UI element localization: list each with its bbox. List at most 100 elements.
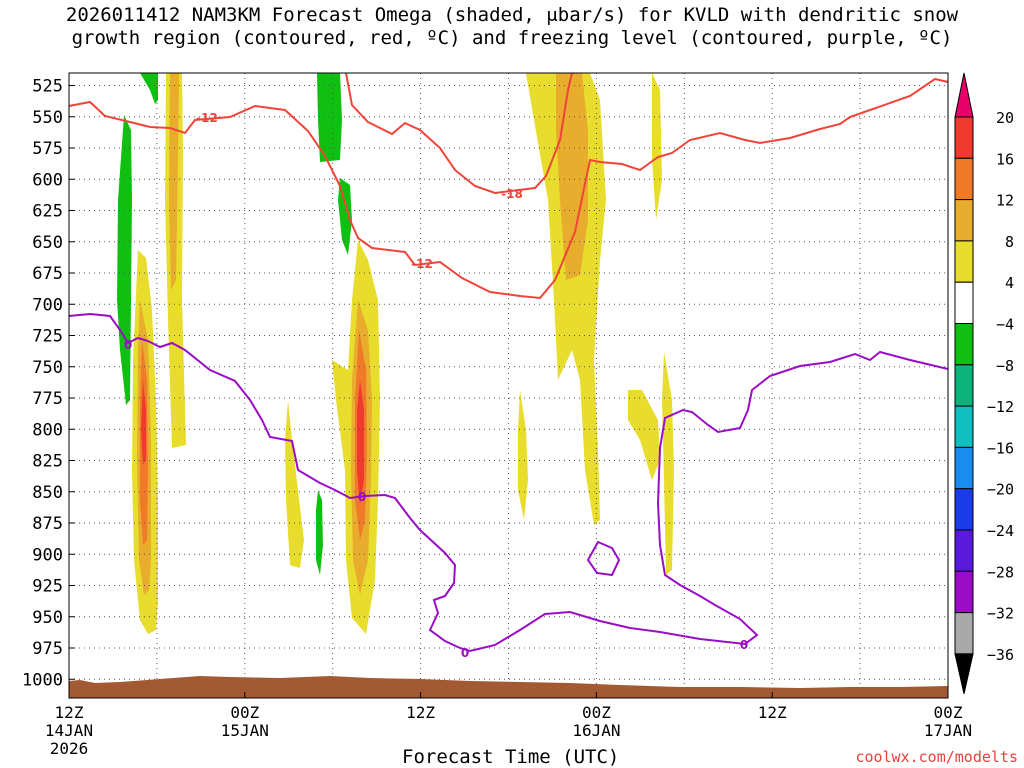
colorbar-label: −24 xyxy=(987,522,1014,540)
y-tick-label: 625 xyxy=(32,202,63,222)
colorbar-label: 8 xyxy=(1005,233,1014,251)
y-tick-label: 800 xyxy=(32,420,63,440)
y-tick-label: 650 xyxy=(32,233,63,253)
y-tick-label: 975 xyxy=(32,639,63,659)
x-tick-label: 00Z xyxy=(230,703,259,722)
colorbar-swatch xyxy=(954,653,974,695)
x-tick-label: 00Z xyxy=(582,703,611,722)
omega-negative-region xyxy=(317,73,342,162)
contour-label-red: -18 xyxy=(501,187,523,201)
colorbar-swatch xyxy=(954,405,974,448)
omega-negative-region xyxy=(338,178,352,255)
contour-purple-0 xyxy=(68,312,949,653)
omega-positive-region xyxy=(357,380,364,505)
omega-negative-region xyxy=(140,73,158,104)
colorbar-label: −20 xyxy=(987,481,1014,499)
contour-label-purple: 0 xyxy=(740,638,748,652)
colorbar-label: −32 xyxy=(987,605,1014,623)
contour-label-red: -12 xyxy=(196,111,218,125)
contour-label-purple: 0 xyxy=(358,490,366,504)
x-tick-label: 12Z xyxy=(55,703,84,722)
y-tick-label: 850 xyxy=(32,483,63,503)
colorbar-swatch xyxy=(954,199,974,242)
y-tick-label: 825 xyxy=(32,452,63,472)
y-tick-label: 875 xyxy=(32,514,63,534)
colorbar-label: −4 xyxy=(996,316,1014,334)
omega-positive-region xyxy=(518,390,528,520)
y-tick-label: 900 xyxy=(32,545,63,565)
colorbar-swatch xyxy=(954,446,974,490)
colorbar-swatch xyxy=(954,157,974,201)
colorbar-swatch xyxy=(954,529,974,572)
colorbar-label: 16 xyxy=(996,150,1014,168)
x-tick-label: 12Z xyxy=(758,703,787,722)
omega-negative-region xyxy=(316,490,323,575)
x-tick-label: 12Z xyxy=(406,703,435,722)
contour-labels: -12 -18 -12 0 0 0 0 xyxy=(124,111,748,660)
omega-positive-region xyxy=(662,352,674,575)
omega-positive-region xyxy=(169,73,179,290)
colorbar-swatch xyxy=(954,240,974,283)
title-line-1: 2026011412 NAM3KM Forecast Omega (shaded… xyxy=(65,4,959,26)
y-tick-label: 775 xyxy=(32,389,63,409)
y-tick-label: 550 xyxy=(32,108,63,128)
colorbar-swatch xyxy=(954,364,974,407)
omega-positive-region xyxy=(652,73,662,220)
colorbar: 20 16 12 8 4 −4 −8 −12 −16 −20 −24 −28 −32 −36 xyxy=(954,72,1014,695)
x-tick-label: 15JAN xyxy=(221,721,269,740)
colorbar-label: −28 xyxy=(987,563,1014,581)
colorbar-swatch xyxy=(954,323,974,366)
y-tick-label: 600 xyxy=(32,170,63,190)
x-tick-label: 17JAN xyxy=(924,721,972,740)
contour-label-purple: 0 xyxy=(124,338,132,352)
contour-label-purple: 0 xyxy=(461,646,469,660)
contour-purple-0-loop xyxy=(586,540,621,577)
plot-area xyxy=(69,73,948,698)
y-tick-label: 1000 xyxy=(22,670,63,690)
omega-positive-region xyxy=(556,73,588,280)
colorbar-label: −36 xyxy=(987,646,1014,664)
colorbar-label: 20 xyxy=(996,109,1014,127)
y-tick-label: 950 xyxy=(32,608,63,628)
x-tick-label: 14JAN xyxy=(45,721,93,740)
surface-terrain xyxy=(69,676,948,698)
y-tick-label: 525 xyxy=(32,77,63,97)
dendritic-contours xyxy=(68,72,949,300)
colorbar-swatch xyxy=(954,281,974,325)
colorbar-swatch xyxy=(954,488,974,531)
x-tick-label: 2026 xyxy=(50,739,89,758)
colorbar-label: −12 xyxy=(987,398,1014,416)
y-tick-label: 725 xyxy=(32,327,63,347)
y-tick-label: 750 xyxy=(32,358,63,378)
omega-positive-region xyxy=(628,390,660,480)
plot-border xyxy=(68,72,949,699)
credit-text: coolwx.com/modelts xyxy=(855,748,1018,766)
y-tick-label: 575 xyxy=(32,139,63,159)
y-tick-label: 700 xyxy=(32,295,63,315)
omega-positive-region xyxy=(285,400,304,568)
colorbar-swatch xyxy=(954,612,974,655)
colorbar-swatch xyxy=(954,72,974,118)
contour-red-minus12-upper xyxy=(68,77,949,300)
y-tick-label: 925 xyxy=(32,577,63,597)
colorbar-label: 12 xyxy=(996,192,1014,210)
title-line-2: growth region (contoured, red, ºC) and f… xyxy=(71,27,953,49)
colorbar-label: −16 xyxy=(987,439,1014,457)
colorbar-swatch xyxy=(954,570,974,614)
freezing-level-contours xyxy=(68,312,949,653)
chart-title: 2026011412 NAM3KM Forecast Omega (shaded… xyxy=(0,4,1024,50)
y-tick-label: 675 xyxy=(32,264,63,284)
omega-positive-region xyxy=(141,380,146,465)
colorbar-label: 4 xyxy=(1005,274,1014,292)
x-axis-label: Forecast Time (UTC) xyxy=(402,746,620,768)
colorbar-swatch xyxy=(954,116,974,159)
y-axis: 525 550 575 600 625 650 675 700 725 750 775 800 825 8… xyxy=(22,77,75,690)
x-tick-label: 00Z xyxy=(934,703,963,722)
colorbar-label: −8 xyxy=(996,357,1014,375)
x-tick-label: 16JAN xyxy=(572,721,620,740)
omega-shading xyxy=(117,73,674,634)
contour-label-red: -12 xyxy=(411,257,433,271)
contour-red-minus18 xyxy=(345,72,573,195)
